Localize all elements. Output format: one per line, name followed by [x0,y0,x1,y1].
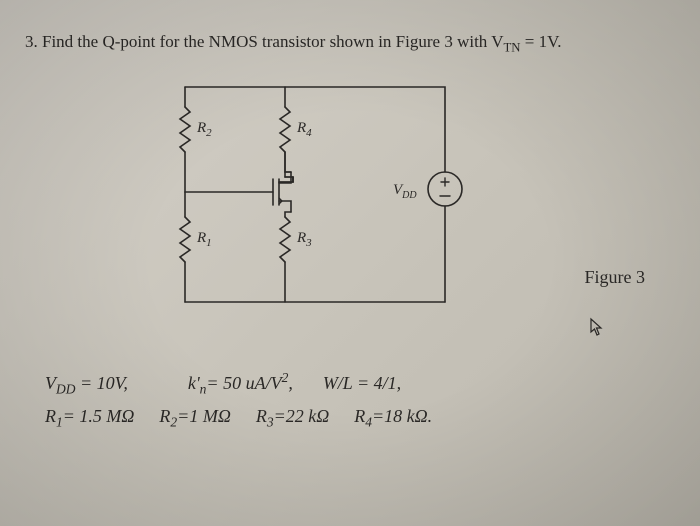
r1-param: R1= 1.5 MΩ [45,406,134,426]
question-tail: = 1V. [525,32,562,51]
r3-label: R3 [296,230,312,249]
question-text: 3. Find the Q-point for the NMOS transis… [25,30,675,57]
parameters-block: VDD = 10V, k'n= 50 uA/V2, W/L = 4/1, R1= 1… [45,367,675,433]
circuit-diagram: R2 R1 R4 R3 VDD Figure 3 [155,77,635,337]
vdd-label: VDD [393,182,417,201]
question-body: Find the Q-point for the NMOS transistor… [42,32,504,51]
kn-param: k'n= 50 uA/V2, [188,373,293,393]
r3-param: R3=22 kΩ [256,406,329,426]
wl-param: W/L = 4/1, [323,373,401,393]
vtn-subscript: TN [504,40,521,54]
r2-param: R2=1 MΩ [159,406,230,426]
vdd-param: VDD = 10V, [45,373,128,393]
r4-param: R4=18 kΩ. [354,406,432,426]
question-number: 3. [25,32,38,51]
params-line-2: R1= 1.5 MΩ R2=1 MΩ R3=22 kΩ R4=18 kΩ. [45,402,675,433]
cursor-icon [589,317,605,337]
r2-label: R2 [196,120,212,139]
paper-background: 3. Find the Q-point for the NMOS transis… [0,0,700,526]
params-line-1: VDD = 10V, k'n= 50 uA/V2, W/L = 4/1, [45,367,675,400]
r1-label: R1 [196,230,212,249]
r4-label: R4 [296,120,312,139]
figure-label: Figure 3 [585,267,646,288]
circuit-svg: R2 R1 R4 R3 VDD [155,77,515,337]
